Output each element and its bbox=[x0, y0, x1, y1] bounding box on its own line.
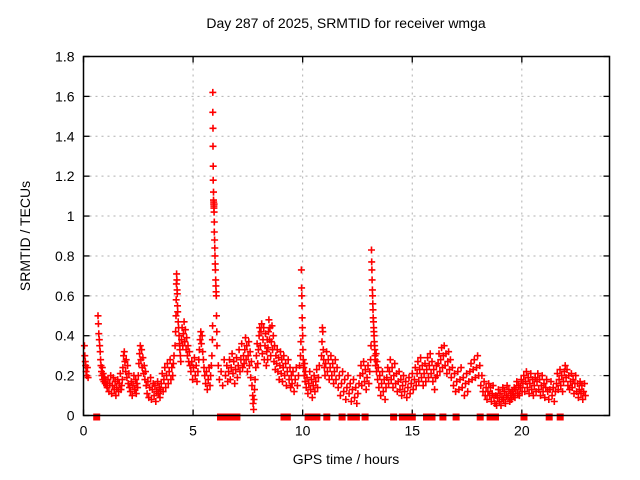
tick-labels: 0 5 10 15 20 0 0.2 0.4 0.6 0.8 1 1.2 1.4 1.6 1.8 bbox=[55, 49, 530, 439]
chart-title: Day 287 of 2025, SRMTID for receiver wmg… bbox=[206, 15, 486, 31]
y-tick-label: 0.6 bbox=[55, 288, 75, 304]
x-tick-label: 10 bbox=[295, 423, 311, 439]
y-tick-label: 0 bbox=[67, 408, 75, 424]
y-tick-label: 1.2 bbox=[55, 168, 75, 184]
y-tick-label: 0.2 bbox=[55, 368, 75, 384]
x-tick-label: 15 bbox=[404, 423, 420, 439]
y-tick-label: 1.8 bbox=[55, 49, 75, 65]
y-tick-label: 0.8 bbox=[55, 248, 75, 264]
x-tick-label: 0 bbox=[80, 423, 88, 439]
data-gap-markers bbox=[93, 413, 564, 421]
x-tick-label: 5 bbox=[189, 423, 197, 439]
y-tick-label: 1.6 bbox=[55, 88, 75, 104]
x-tick-label: 20 bbox=[514, 423, 530, 439]
x-axis-label: GPS time / hours bbox=[292, 451, 400, 467]
y-tick-label: 1 bbox=[67, 208, 75, 224]
y-tick-label: 0.4 bbox=[55, 328, 75, 344]
data-points bbox=[80, 88, 589, 413]
y-tick-label: 1.4 bbox=[55, 128, 75, 144]
plot-border bbox=[82, 55, 611, 417]
axis-ticks bbox=[82, 55, 610, 417]
y-axis-label: SRMTID / TECUs bbox=[17, 180, 33, 292]
grid-lines bbox=[83, 56, 610, 416]
